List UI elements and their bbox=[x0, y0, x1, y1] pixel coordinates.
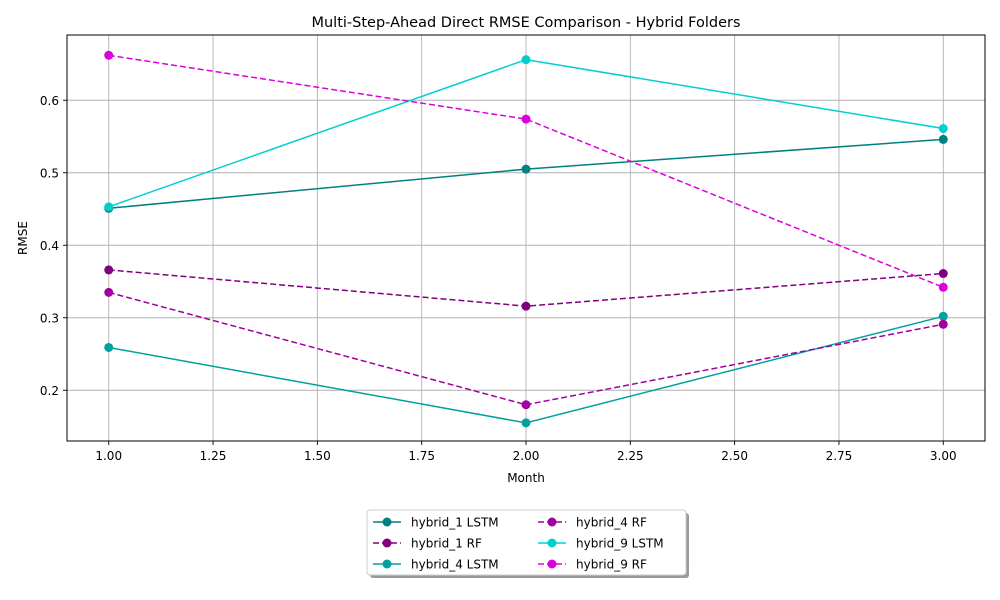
x-tick-label: 2.25 bbox=[617, 449, 644, 463]
data-point bbox=[104, 50, 114, 60]
legend-swatch-marker bbox=[547, 559, 557, 569]
legend-swatch-marker bbox=[547, 538, 557, 548]
series-layer bbox=[104, 50, 948, 428]
legend-label: hybrid_1 RF bbox=[411, 537, 482, 551]
data-point bbox=[938, 319, 948, 329]
data-point bbox=[938, 269, 948, 279]
grid bbox=[67, 35, 985, 441]
x-tick-label: 1.50 bbox=[304, 449, 331, 463]
y-tick-label: 0.5 bbox=[40, 166, 59, 180]
legend: hybrid_1 LSTM hybrid_1 RF hybrid_4 LSTM hyb… bbox=[366, 509, 689, 578]
x-axis-label: Month bbox=[507, 471, 545, 485]
x-tick-label: 2.50 bbox=[721, 449, 748, 463]
data-point bbox=[104, 287, 114, 297]
legend-label: hybrid_4 RF bbox=[576, 516, 647, 530]
y-tick-label: 0.3 bbox=[40, 311, 59, 325]
data-point bbox=[938, 134, 948, 144]
x-tick-label: 2.00 bbox=[513, 449, 540, 463]
data-point bbox=[521, 164, 531, 174]
y-tick-label: 0.2 bbox=[40, 384, 59, 398]
data-point bbox=[104, 265, 114, 275]
x-tick-label: 3.00 bbox=[930, 449, 957, 463]
legend-label: hybrid_9 LSTM bbox=[576, 537, 664, 551]
data-point bbox=[104, 342, 114, 352]
x-tick-label: 2.75 bbox=[826, 449, 853, 463]
legend-swatch-marker bbox=[382, 559, 392, 569]
chart-title: Multi-Step-Ahead Direct RMSE Comparison … bbox=[311, 15, 740, 31]
x-tick-label: 1.25 bbox=[200, 449, 227, 463]
data-point bbox=[521, 301, 531, 311]
data-point bbox=[938, 311, 948, 321]
series-line bbox=[108, 54, 944, 288]
legend-label: hybrid_9 RF bbox=[576, 558, 647, 572]
y-tick-label: 0.4 bbox=[40, 239, 59, 253]
legend-box bbox=[366, 509, 687, 576]
legend-swatch-marker bbox=[547, 517, 557, 527]
y-tick-label: 0.6 bbox=[40, 94, 59, 108]
legend-swatch-marker bbox=[382, 517, 392, 527]
data-point bbox=[521, 55, 531, 65]
data-point bbox=[521, 400, 531, 410]
legend-swatch-marker bbox=[382, 538, 392, 548]
y-axis-label: RMSE bbox=[16, 221, 30, 255]
data-point bbox=[521, 114, 531, 124]
data-point bbox=[938, 124, 948, 134]
axis-ticks: 1.00 1.25 1.50 1.75 2.00 2.25 2.50 2.75 3.00 0.2 0… bbox=[40, 94, 957, 463]
data-point bbox=[521, 418, 531, 428]
legend-label: hybrid_4 LSTM bbox=[411, 558, 499, 572]
legend-label: hybrid_1 LSTM bbox=[411, 516, 499, 530]
data-point bbox=[104, 202, 114, 212]
x-tick-label: 1.00 bbox=[95, 449, 122, 463]
x-tick-label: 1.75 bbox=[408, 449, 435, 463]
data-point bbox=[938, 282, 948, 292]
